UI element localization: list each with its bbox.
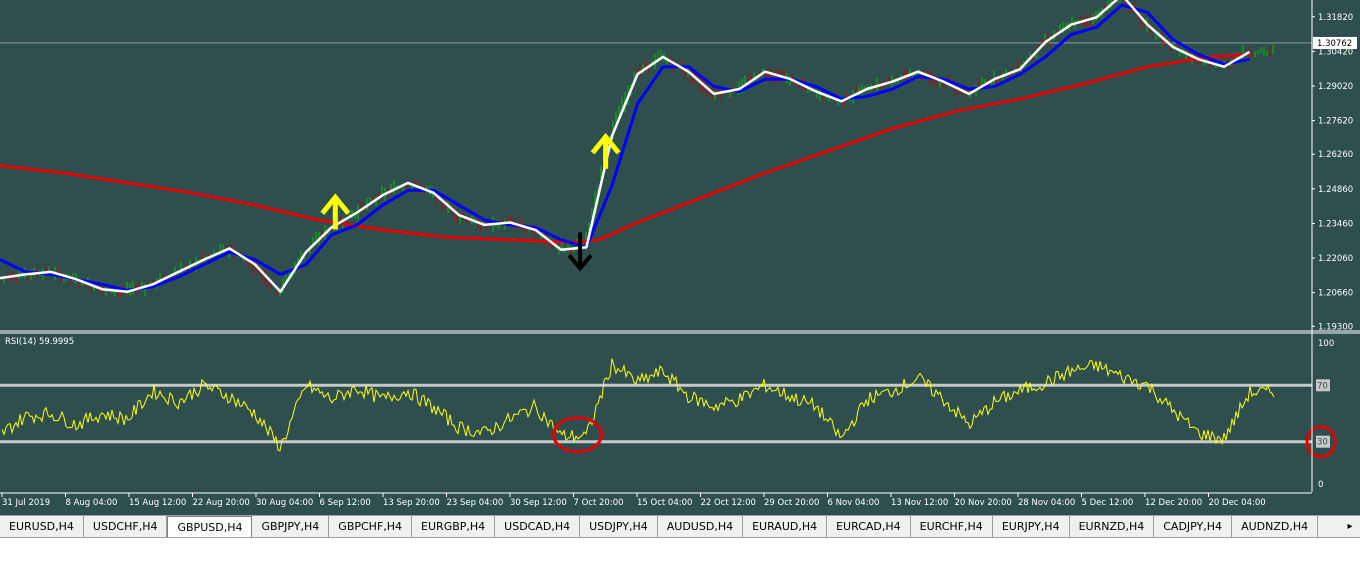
symbol-tab[interactable]: EURGBP,H4	[412, 516, 496, 537]
symbol-tab[interactable]: EURCAD,H4	[827, 516, 911, 537]
time-axis: 31 Jul 2019 8 Aug 04:00 15 Aug 12:00 22 Aug…	[1, 493, 1266, 508]
symbol-tab[interactable]: EURUSD,H4	[0, 516, 84, 537]
symbol-tab[interactable]: AUDUSD,H4	[658, 516, 744, 537]
time-tick-label: 13 Nov 12:00	[891, 498, 948, 508]
price-tick-label: 1.30420	[1318, 47, 1353, 57]
price-tick-label: 1.24860	[1318, 185, 1353, 195]
price-tick-label: 1.26260	[1318, 150, 1353, 160]
chart-background	[0, 0, 1360, 515]
rsi-title: RSI(14) 59.9995	[5, 337, 74, 347]
time-tick-label: 7 Oct 20:00	[574, 498, 624, 508]
sell-arrow-icon	[567, 232, 593, 272]
buy-arrow-icon	[590, 132, 621, 169]
symbol-tab-bar: EURUSD,H4 USDCHF,H4 GBPUSD,H4 GBPJPY,H4 GBPC…	[0, 515, 1360, 538]
time-tick-label: 30 Aug 04:00	[256, 498, 313, 508]
price-tick-label: 1.19300	[1318, 322, 1353, 332]
rsi-level-label: 30	[1317, 438, 1328, 448]
time-tick-label: 15 Aug 12:00	[129, 498, 186, 508]
symbol-tab[interactable]: USDCHF,H4	[84, 516, 168, 537]
rsi-level-box	[1316, 379, 1330, 392]
symbol-tab[interactable]: EURCHF,H4	[911, 516, 993, 537]
tab-list: EURUSD,H4 USDCHF,H4 GBPUSD,H4 GBPJPY,H4 GBPC…	[0, 516, 1340, 537]
price-panel[interactable]: 1.31820 1.30420 1.29020 1.27620 1.26260 1.248…	[0, 0, 1357, 332]
time-tick-label: 8 Aug 04:00	[66, 498, 118, 508]
symbol-tab[interactable]: EURJPY,H4	[993, 516, 1070, 537]
rsi-level-box	[1316, 435, 1330, 448]
time-tick-label: 23 Sep 04:00	[447, 498, 504, 508]
symbol-tab[interactable]: GBPCHF,H4	[329, 516, 413, 537]
time-tick-label: 6 Nov 04:00	[828, 498, 880, 508]
symbol-tab[interactable]: AUDNZD,H4	[1232, 516, 1319, 537]
symbol-tab[interactable]: EURAUD,H4	[743, 516, 828, 537]
symbol-tab[interactable]: USDCAD,H4	[495, 516, 581, 537]
time-tick-label: 15 Oct 04:00	[637, 498, 692, 508]
time-tick-label: 6 Sep 12:00	[320, 498, 371, 508]
current-price-box	[1313, 36, 1357, 49]
price-tick-label: 1.29020	[1318, 82, 1353, 92]
time-tick-label: 12 Dec 20:00	[1145, 498, 1202, 508]
current-price-label: 1.30762	[1317, 39, 1352, 49]
symbol-tab[interactable]: GBPJPY,H4	[252, 516, 330, 537]
price-tick-label: 1.22060	[1318, 254, 1353, 264]
time-tick-label: 20 Dec 04:00	[1209, 498, 1266, 508]
symbol-tab[interactable]: GBPUSD,H4	[167, 516, 253, 537]
slow-ma-line	[0, 52, 1250, 244]
symbol-tab[interactable]: CADJPY,H4	[1154, 516, 1233, 537]
symbol-tab[interactable]: USDJPY,H4	[580, 516, 658, 537]
time-tick-label: 28 Nov 04:00	[1018, 498, 1075, 508]
time-tick-label: 29 Oct 20:00	[764, 498, 819, 508]
price-tick-label: 1.23460	[1318, 219, 1353, 229]
symbol-tab[interactable]: EURNZD,H4	[1070, 516, 1155, 537]
price-tick-label: 1.31820	[1318, 13, 1353, 23]
rsi-panel[interactable]: RSI(14) 59.9995 100 0 70 30	[0, 337, 1337, 490]
highlight-circle	[552, 416, 604, 454]
time-tick-label: 5 Dec 12:00	[1082, 498, 1134, 508]
fast-ma-line	[0, 0, 1251, 293]
buy-arrow-icon	[320, 193, 351, 230]
highlight-circle	[1305, 425, 1337, 459]
mid-ma-line	[0, 3, 1250, 292]
rsi-tick-label: 100	[1318, 339, 1334, 349]
price-tick-label: 1.27620	[1318, 117, 1353, 127]
rsi-level-label: 70	[1317, 381, 1328, 391]
time-tick-label: 13 Sep 20:00	[383, 498, 440, 508]
arrow-right-icon[interactable]: ▸	[1347, 521, 1353, 532]
time-tick-label: 22 Oct 12:00	[701, 498, 756, 508]
rsi-tick-label: 0	[1318, 480, 1323, 490]
chart-area: 1.31820 1.30420 1.29020 1.27620 1.26260 1.248…	[0, 0, 1360, 515]
time-tick-label: 22 Aug 20:00	[193, 498, 250, 508]
time-tick-label: 31 Jul 2019	[2, 498, 50, 508]
time-tick-label: 20 Nov 20:00	[955, 498, 1012, 508]
rsi-line	[1, 358, 1275, 452]
time-tick-label: 30 Sep 12:00	[510, 498, 567, 508]
price-tick-label: 1.20660	[1318, 289, 1353, 299]
